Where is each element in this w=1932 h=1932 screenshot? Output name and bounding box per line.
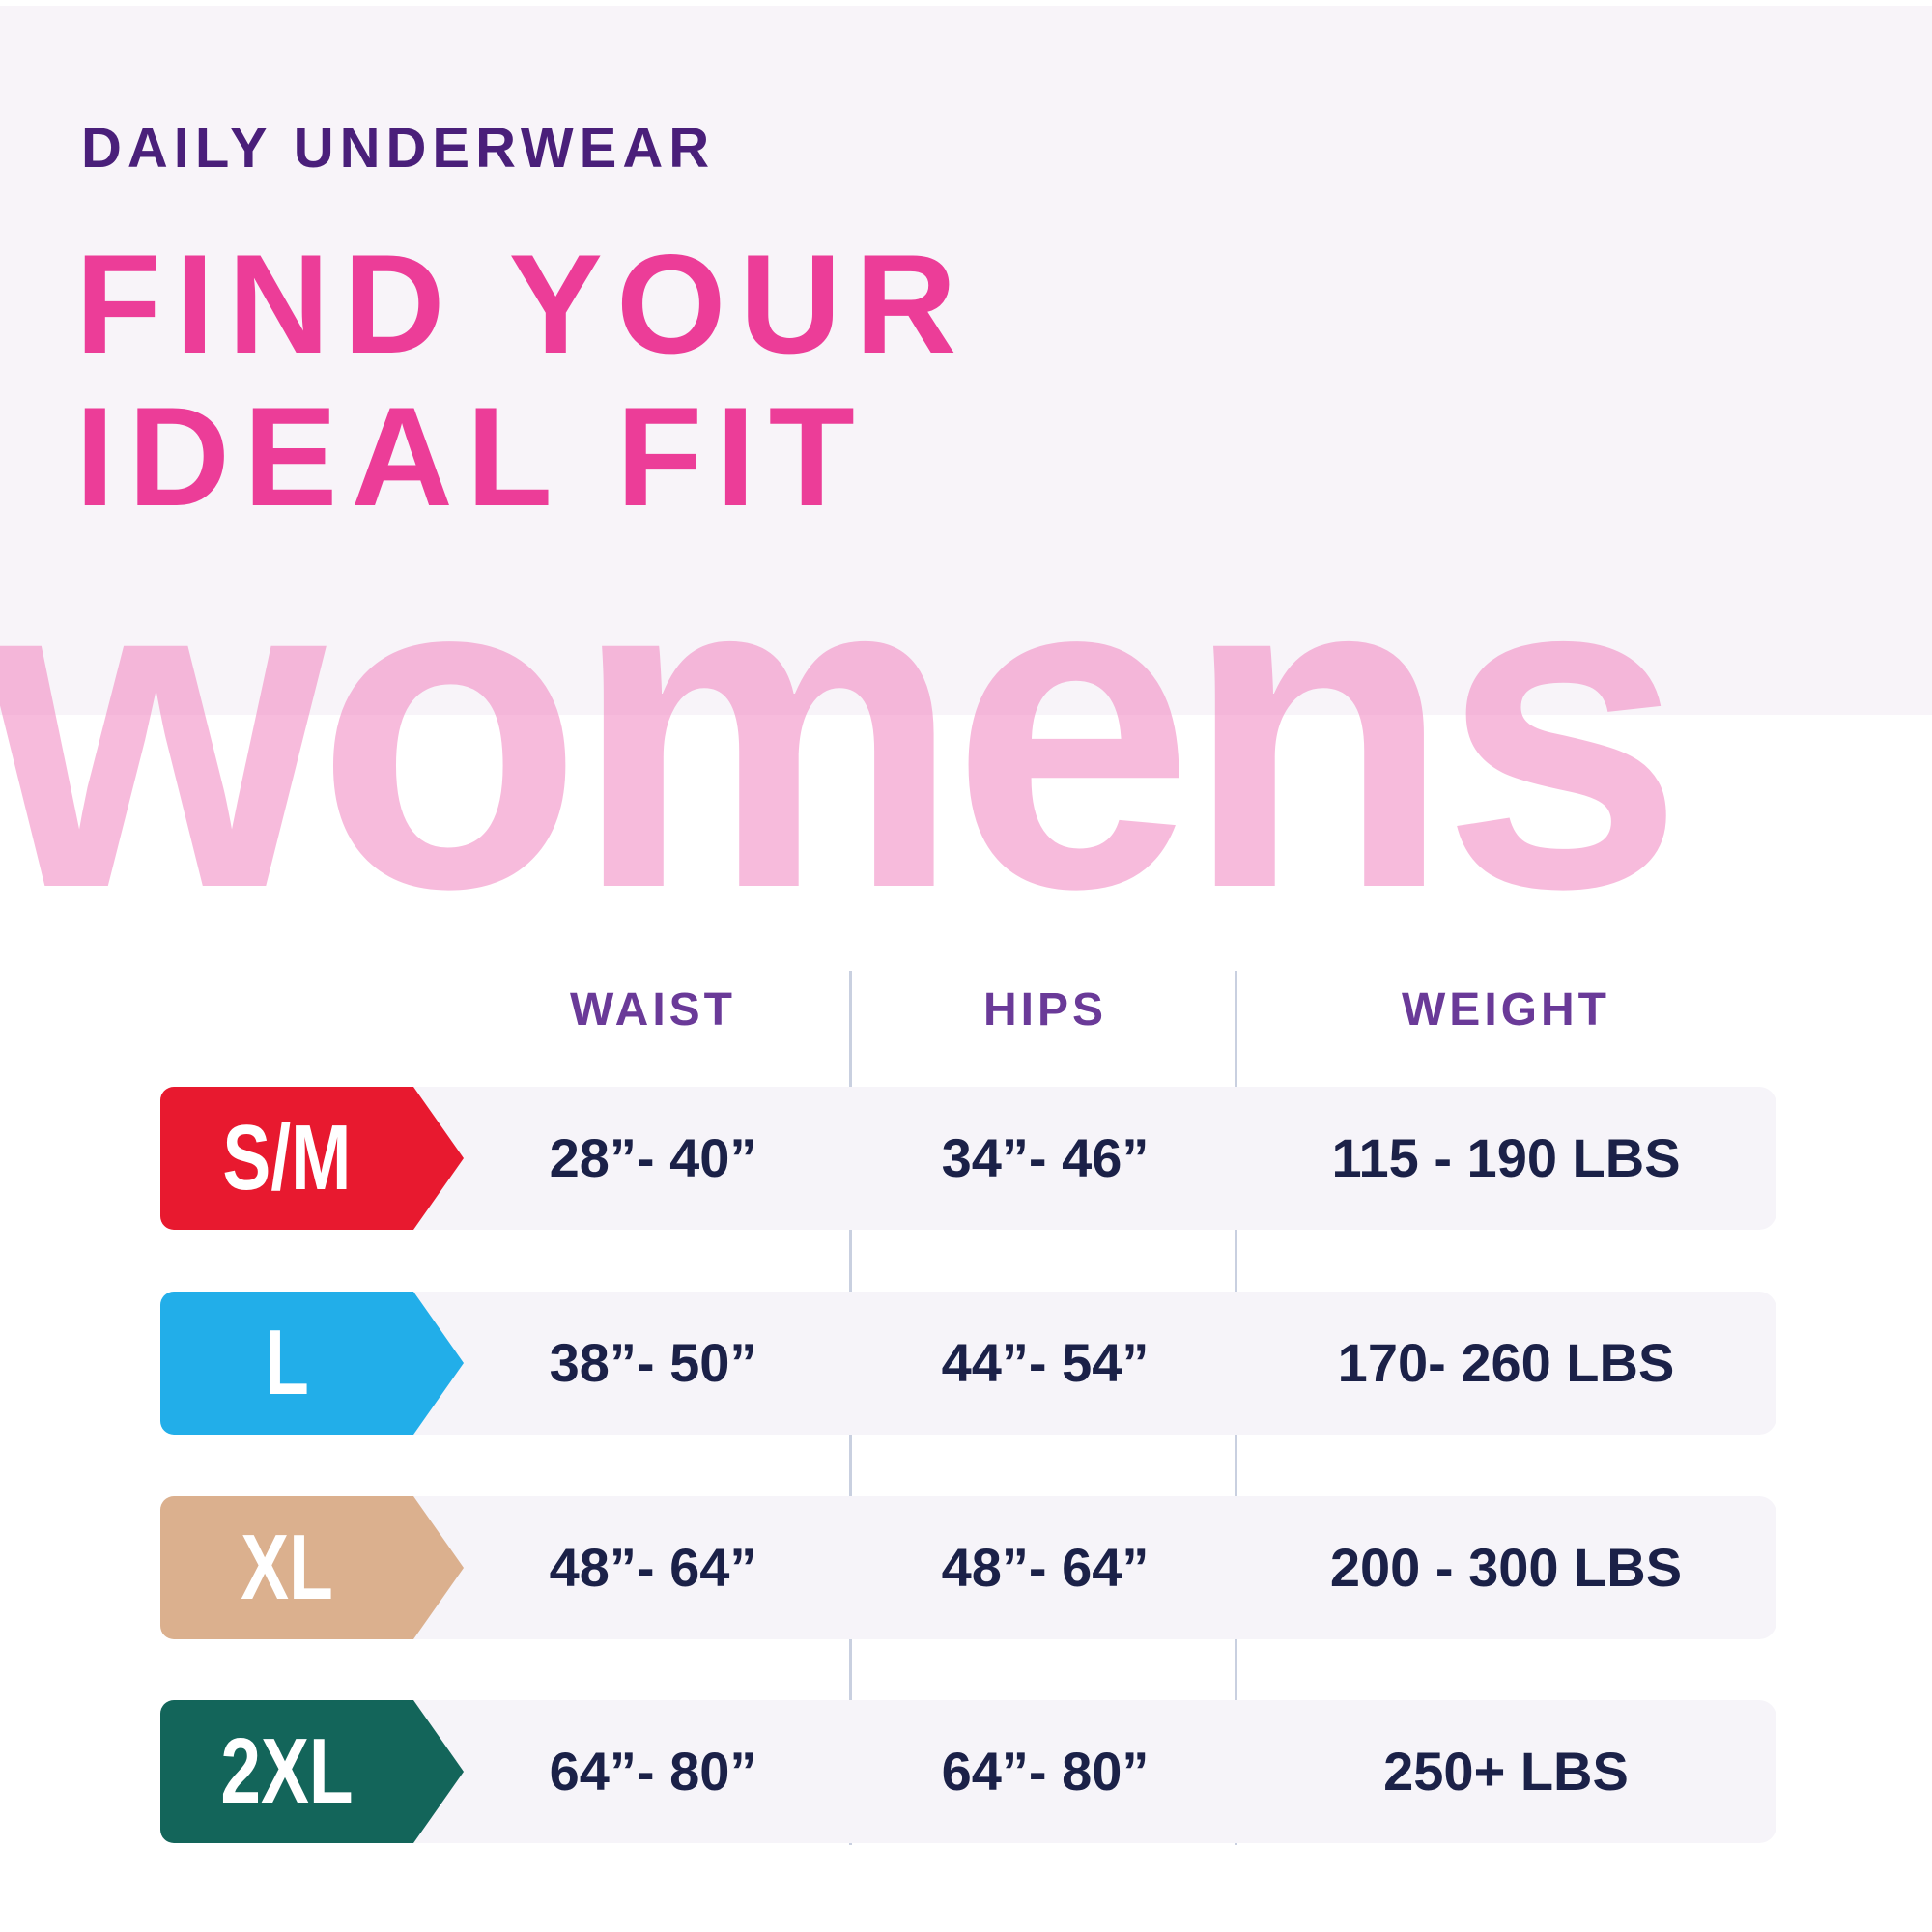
hips-value: 64”- 80” — [941, 1741, 1150, 1802]
size-tag: 2XL — [160, 1700, 464, 1843]
page-title: FIND YOUR IDEAL FIT — [75, 228, 970, 533]
row-background — [354, 1087, 1776, 1230]
size-label: XL — [241, 1516, 333, 1619]
eyebrow-label: DAILY UNDERWEAR — [81, 117, 716, 180]
womens-wordmark: womens — [0, 475, 1684, 982]
title-line-2: IDEAL FIT — [75, 378, 868, 535]
table-row: S/M 28”- 40” 34”- 46” 115 - 190 LBS — [160, 1087, 1776, 1230]
waist-value: 64”- 80” — [549, 1741, 757, 1802]
row-background — [354, 1292, 1776, 1435]
size-tag: XL — [160, 1496, 464, 1639]
waist-value: 28”- 40” — [549, 1127, 757, 1188]
table-row: XL 48”- 64” 48”- 64” 200 - 300 LBS — [160, 1496, 1776, 1639]
header-waist: WAIST — [570, 984, 736, 1036]
weight-value: 115 - 190 LBS — [1331, 1127, 1681, 1188]
hips-value: 44”- 54” — [941, 1332, 1150, 1393]
hips-value: 48”- 64” — [941, 1537, 1150, 1598]
title-line-1: FIND YOUR — [75, 225, 971, 383]
size-label: S/M — [222, 1106, 352, 1209]
size-tag: S/M — [160, 1087, 464, 1230]
table-row: L 38”- 50” 44”- 54” 170- 260 LBS — [160, 1292, 1776, 1435]
waist-value: 38”- 50” — [549, 1332, 757, 1393]
size-tag: L — [160, 1292, 464, 1435]
weight-value: 200 - 300 LBS — [1329, 1537, 1683, 1598]
row-background — [354, 1700, 1776, 1843]
header-hips: HIPS — [982, 984, 1108, 1036]
waist-value: 48”- 64” — [549, 1537, 757, 1598]
size-label: L — [265, 1311, 309, 1414]
size-label: 2XL — [220, 1719, 354, 1823]
hips-value: 34”- 46” — [941, 1127, 1150, 1188]
header-band — [0, 6, 1932, 715]
row-background — [354, 1496, 1776, 1639]
weight-value: 250+ LBS — [1383, 1741, 1629, 1802]
header-weight: WEIGHT — [1402, 984, 1610, 1036]
weight-value: 170- 260 LBS — [1337, 1332, 1675, 1393]
table-row: 2XL 64”- 80” 64”- 80” 250+ LBS — [160, 1700, 1776, 1843]
